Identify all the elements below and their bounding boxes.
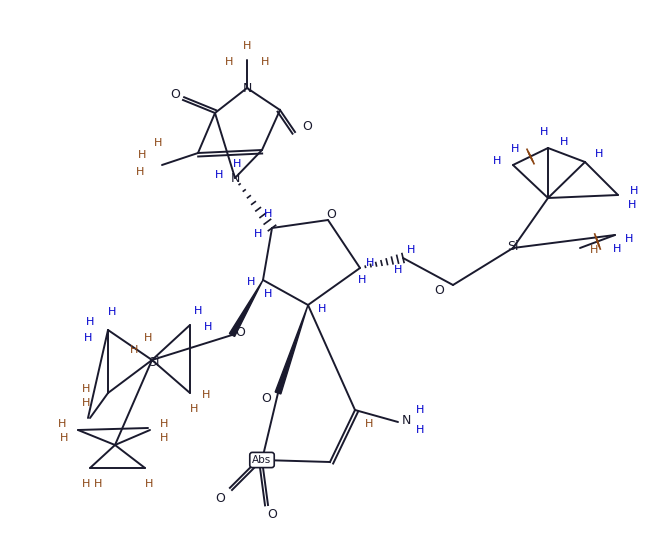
- Text: H: H: [247, 277, 255, 287]
- Text: H: H: [261, 57, 269, 67]
- Text: H: H: [394, 265, 402, 275]
- Text: N: N: [242, 81, 251, 95]
- Text: H: H: [630, 186, 638, 196]
- Text: H: H: [243, 41, 251, 51]
- Text: O: O: [215, 492, 225, 505]
- Text: H: H: [625, 234, 633, 244]
- Text: H: H: [138, 150, 146, 160]
- Text: H: H: [214, 170, 223, 180]
- Text: H: H: [82, 384, 90, 394]
- Text: H: H: [160, 433, 168, 443]
- Text: H: H: [590, 245, 598, 255]
- Text: H: H: [204, 322, 212, 332]
- Text: H: H: [595, 149, 603, 159]
- Polygon shape: [230, 280, 263, 336]
- Text: H: H: [225, 57, 233, 67]
- Text: Si: Si: [508, 239, 519, 252]
- Text: O: O: [302, 121, 312, 133]
- Text: H: H: [190, 404, 198, 414]
- Text: O: O: [267, 508, 277, 521]
- Text: O: O: [235, 327, 245, 339]
- Text: H: H: [154, 138, 162, 148]
- Text: H: H: [233, 159, 241, 169]
- Text: H: H: [493, 156, 501, 166]
- Text: H: H: [613, 244, 621, 254]
- Text: H: H: [145, 479, 153, 489]
- Text: H: H: [358, 275, 366, 285]
- Text: H: H: [86, 317, 94, 327]
- Text: H: H: [318, 304, 326, 314]
- Text: H: H: [407, 245, 415, 255]
- Text: H: H: [540, 127, 548, 137]
- Text: H: H: [511, 144, 519, 154]
- Text: H: H: [82, 479, 90, 489]
- Text: H: H: [108, 307, 116, 317]
- Text: Si: Si: [148, 357, 160, 370]
- Text: H: H: [416, 405, 424, 415]
- Text: H: H: [628, 200, 636, 210]
- Text: Abs: Abs: [252, 455, 272, 465]
- Text: H: H: [144, 333, 152, 343]
- Text: H: H: [365, 419, 373, 429]
- Text: H: H: [160, 419, 168, 429]
- Text: H: H: [136, 167, 144, 177]
- Text: H: H: [60, 433, 68, 443]
- Text: H: H: [366, 258, 374, 268]
- Text: H: H: [94, 479, 102, 489]
- Text: H: H: [264, 289, 272, 299]
- Text: N: N: [401, 414, 411, 427]
- Text: H: H: [58, 419, 66, 429]
- Text: H: H: [254, 229, 262, 239]
- Text: O: O: [434, 284, 444, 296]
- Text: H: H: [82, 398, 90, 408]
- Text: O: O: [261, 392, 271, 405]
- Text: H: H: [202, 390, 210, 400]
- Polygon shape: [275, 305, 308, 394]
- Text: H: H: [84, 333, 92, 343]
- Text: H: H: [194, 306, 202, 316]
- Text: O: O: [170, 88, 180, 102]
- Text: H: H: [130, 345, 138, 355]
- Text: H: H: [416, 425, 424, 435]
- Text: N: N: [230, 172, 240, 185]
- Text: H: H: [264, 209, 272, 219]
- Text: H: H: [560, 137, 568, 147]
- Text: O: O: [326, 208, 336, 221]
